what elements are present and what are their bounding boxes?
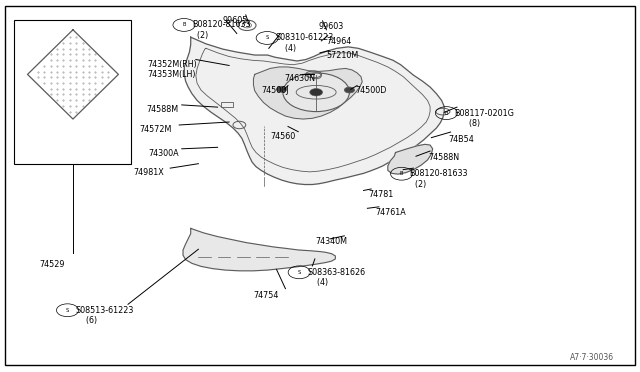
Text: 74300A: 74300A (148, 149, 179, 158)
Text: S: S (266, 35, 269, 41)
Text: B08117-0201G
      (8): B08117-0201G (8) (454, 109, 515, 128)
Text: 74B54: 74B54 (448, 135, 474, 144)
Text: 74572M: 74572M (140, 125, 172, 134)
Bar (14, 20, 131, 164)
Polygon shape (184, 37, 444, 185)
Text: 99603: 99603 (319, 22, 344, 31)
Text: B08120-81633
  (2): B08120-81633 (2) (192, 20, 250, 40)
Text: 74500D: 74500D (355, 86, 387, 94)
Text: 74781: 74781 (368, 190, 393, 199)
Circle shape (276, 86, 287, 92)
Text: 74588M: 74588M (146, 105, 178, 114)
Text: 74761A: 74761A (375, 208, 406, 217)
Circle shape (344, 87, 355, 93)
Text: S08513-61223
    (6): S08513-61223 (6) (76, 306, 134, 325)
Text: 74588N: 74588N (429, 153, 460, 161)
Circle shape (283, 73, 349, 112)
Text: 99605: 99605 (222, 16, 248, 25)
Text: S08363-81626
    (4): S08363-81626 (4) (307, 268, 365, 287)
Text: 74529: 74529 (40, 260, 65, 269)
Text: S: S (66, 308, 69, 313)
Text: B: B (445, 110, 448, 116)
Text: B: B (182, 22, 186, 28)
Text: 74964: 74964 (326, 37, 351, 46)
Polygon shape (183, 228, 335, 271)
Text: S08310-61223
    (4): S08310-61223 (4) (275, 33, 333, 53)
Text: 74560: 74560 (271, 132, 296, 141)
Circle shape (310, 89, 323, 96)
Polygon shape (388, 144, 433, 174)
Text: B: B (400, 171, 403, 176)
Text: 57210M: 57210M (326, 51, 358, 60)
Text: 74500J: 74500J (261, 86, 289, 94)
Text: B08120-81633
  (2): B08120-81633 (2) (410, 169, 468, 189)
Text: S: S (298, 270, 301, 275)
Bar (221, 102, 233, 107)
Text: 74981X: 74981X (133, 168, 164, 177)
Text: A7·7·30036: A7·7·30036 (570, 353, 614, 362)
Text: 74630N: 74630N (285, 74, 316, 83)
Text: 74754: 74754 (253, 291, 279, 300)
Text: 74352M(RH)
74353M(LH): 74352M(RH) 74353M(LH) (147, 60, 197, 79)
Text: 74340M: 74340M (315, 237, 347, 246)
Polygon shape (253, 67, 362, 119)
